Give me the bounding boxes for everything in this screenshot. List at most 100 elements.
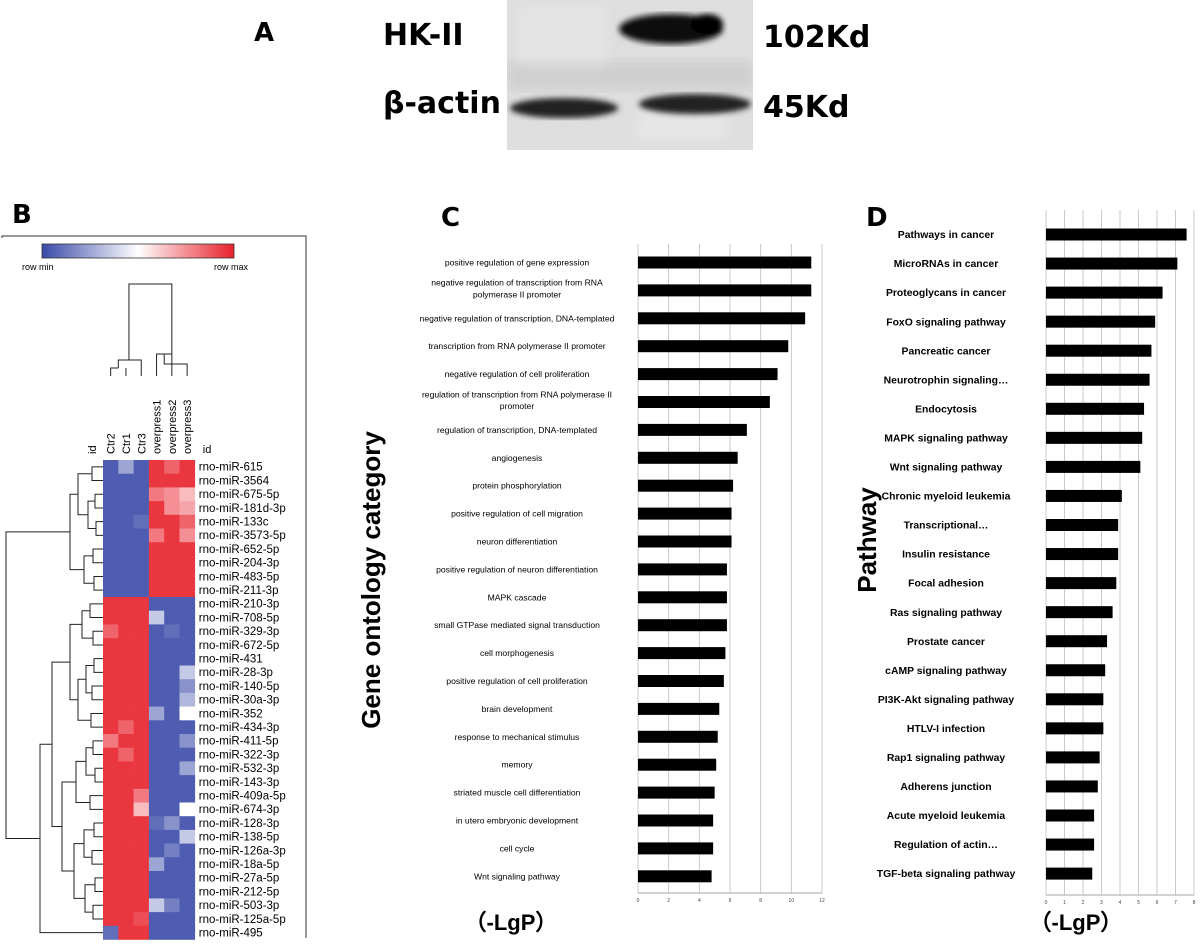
heatmap-cell (103, 871, 119, 885)
heatmap-cell (118, 460, 134, 474)
x-tick-label: 1 (1063, 900, 1066, 906)
heatmap-cell (118, 802, 134, 817)
bar (638, 479, 734, 492)
x-tick-label: 0 (1045, 900, 1048, 906)
heatmap-cell (133, 884, 150, 899)
heatmap-cell (148, 679, 165, 694)
mirna-row-label: rno-miR-210-3p (199, 599, 280, 611)
mirna-row-label: rno-miR-211-3p (199, 585, 279, 597)
heatmap-cell (118, 651, 134, 666)
mirna-row-label: rno-miR-143-3p (199, 777, 280, 789)
x-tick-label: 2 (1082, 900, 1085, 906)
heatmap-cell (118, 528, 134, 543)
mirna-row-label: rno-miR-18a-5p (199, 859, 280, 871)
heatmap-cell (148, 857, 165, 872)
heatmap-cell (179, 651, 196, 666)
category-label: FoxO signaling pathway (886, 317, 1006, 328)
heatmap-cell (164, 610, 180, 625)
bar (638, 702, 720, 715)
heatmap-cell (179, 624, 196, 639)
category-label: cAMP signaling pathway (885, 666, 1007, 677)
heatmap-cell (133, 583, 150, 598)
heatmap-cell (148, 843, 165, 858)
heatmap-cell (179, 610, 196, 625)
category-label: MicroRNAs in cancer (894, 259, 999, 270)
heatmap-cell (148, 542, 165, 557)
heatmap-cell (103, 802, 119, 817)
heatmap-cell (148, 925, 165, 940)
bar (638, 507, 732, 520)
category-label: Insulin resistance (902, 550, 990, 561)
heatmap-cell (179, 843, 196, 858)
bar (638, 312, 806, 325)
heatmap-cell (133, 871, 150, 885)
heatmap-cell (103, 775, 119, 790)
category-label: Acute myeloid leukemia (887, 811, 1006, 822)
heatmap-cell (164, 542, 180, 557)
category-label: MAPK cascade (488, 592, 547, 602)
heatmap-cell (133, 802, 150, 817)
mirna-row-label: rno-miR-675-5p (199, 489, 280, 501)
heatmap-cell (103, 638, 119, 653)
heatmap-cell (164, 829, 180, 844)
blot-size-label: 102Kd (763, 20, 871, 55)
category-label: negative regulation of cell proliferatio… (445, 369, 590, 379)
category-label: negative regulation of transcription fro… (431, 278, 603, 300)
x-tick-label: 7 (1174, 900, 1177, 906)
heatmap-cell (164, 925, 180, 940)
bar (638, 758, 717, 771)
heatmap-cell (164, 857, 180, 872)
heatmap-cell (133, 706, 150, 721)
heatmap-cell (179, 829, 196, 844)
heatmap-cell (148, 487, 165, 502)
heatmap-cell (164, 583, 180, 598)
heatmap-cell (179, 583, 196, 598)
heatmap-cell (148, 775, 165, 790)
heatmap-cell (118, 829, 134, 844)
heatmap-cell (118, 624, 134, 639)
column-label: overpress1 (152, 400, 164, 454)
heatmap-cell (118, 775, 134, 790)
heatmap-cell (179, 460, 196, 474)
heatmap-cell (118, 843, 134, 858)
heatmap-cell (164, 884, 180, 899)
heatmap-cell (148, 747, 165, 762)
go-bar-chart: 0 2 4 6 8 10 12 positive regulation of gene exp… (356, 244, 825, 935)
heatmap-cell (164, 651, 180, 666)
heatmap-cell (148, 720, 165, 735)
bar (638, 591, 727, 604)
category-label: memory (501, 760, 533, 770)
heatmap-cell (179, 775, 196, 790)
column-label: Ctr1 (121, 433, 133, 454)
heatmap-cell (148, 610, 165, 625)
color-scale-bar (41, 243, 235, 259)
panel-label-b: B (12, 200, 32, 230)
bar (638, 340, 789, 353)
heatmap-cell (118, 487, 134, 502)
heatmap-cell (179, 569, 196, 584)
column-id-label: id (87, 445, 99, 454)
mirna-row-label: rno-miR-503-3p (199, 900, 280, 912)
mirna-row-label: rno-miR-431 (199, 654, 263, 666)
heatmap-cell (133, 761, 150, 776)
heatmap-cell (103, 679, 119, 694)
category-label: Pancreatic cancer (902, 346, 991, 357)
heatmap-cell (164, 679, 180, 694)
heatmap-cell (133, 460, 150, 474)
category-label: positive regulation of neuron differenti… (436, 564, 598, 574)
heatmap-cell (118, 871, 134, 885)
heatmap-cell (103, 857, 119, 872)
heatmap-cell (118, 747, 134, 762)
heatmap-cell (148, 583, 165, 598)
heatmap-cell (179, 665, 196, 680)
heatmap-cell (148, 555, 165, 570)
bar (1046, 344, 1152, 357)
column-label: overpress3 (182, 400, 194, 454)
row-id-label: id (203, 444, 212, 456)
bar (1046, 809, 1095, 822)
heatmap-cell (148, 706, 165, 721)
heatmap-cell (103, 528, 119, 543)
bar (638, 451, 738, 464)
category-label: positive regulation of cell migration (451, 509, 583, 519)
